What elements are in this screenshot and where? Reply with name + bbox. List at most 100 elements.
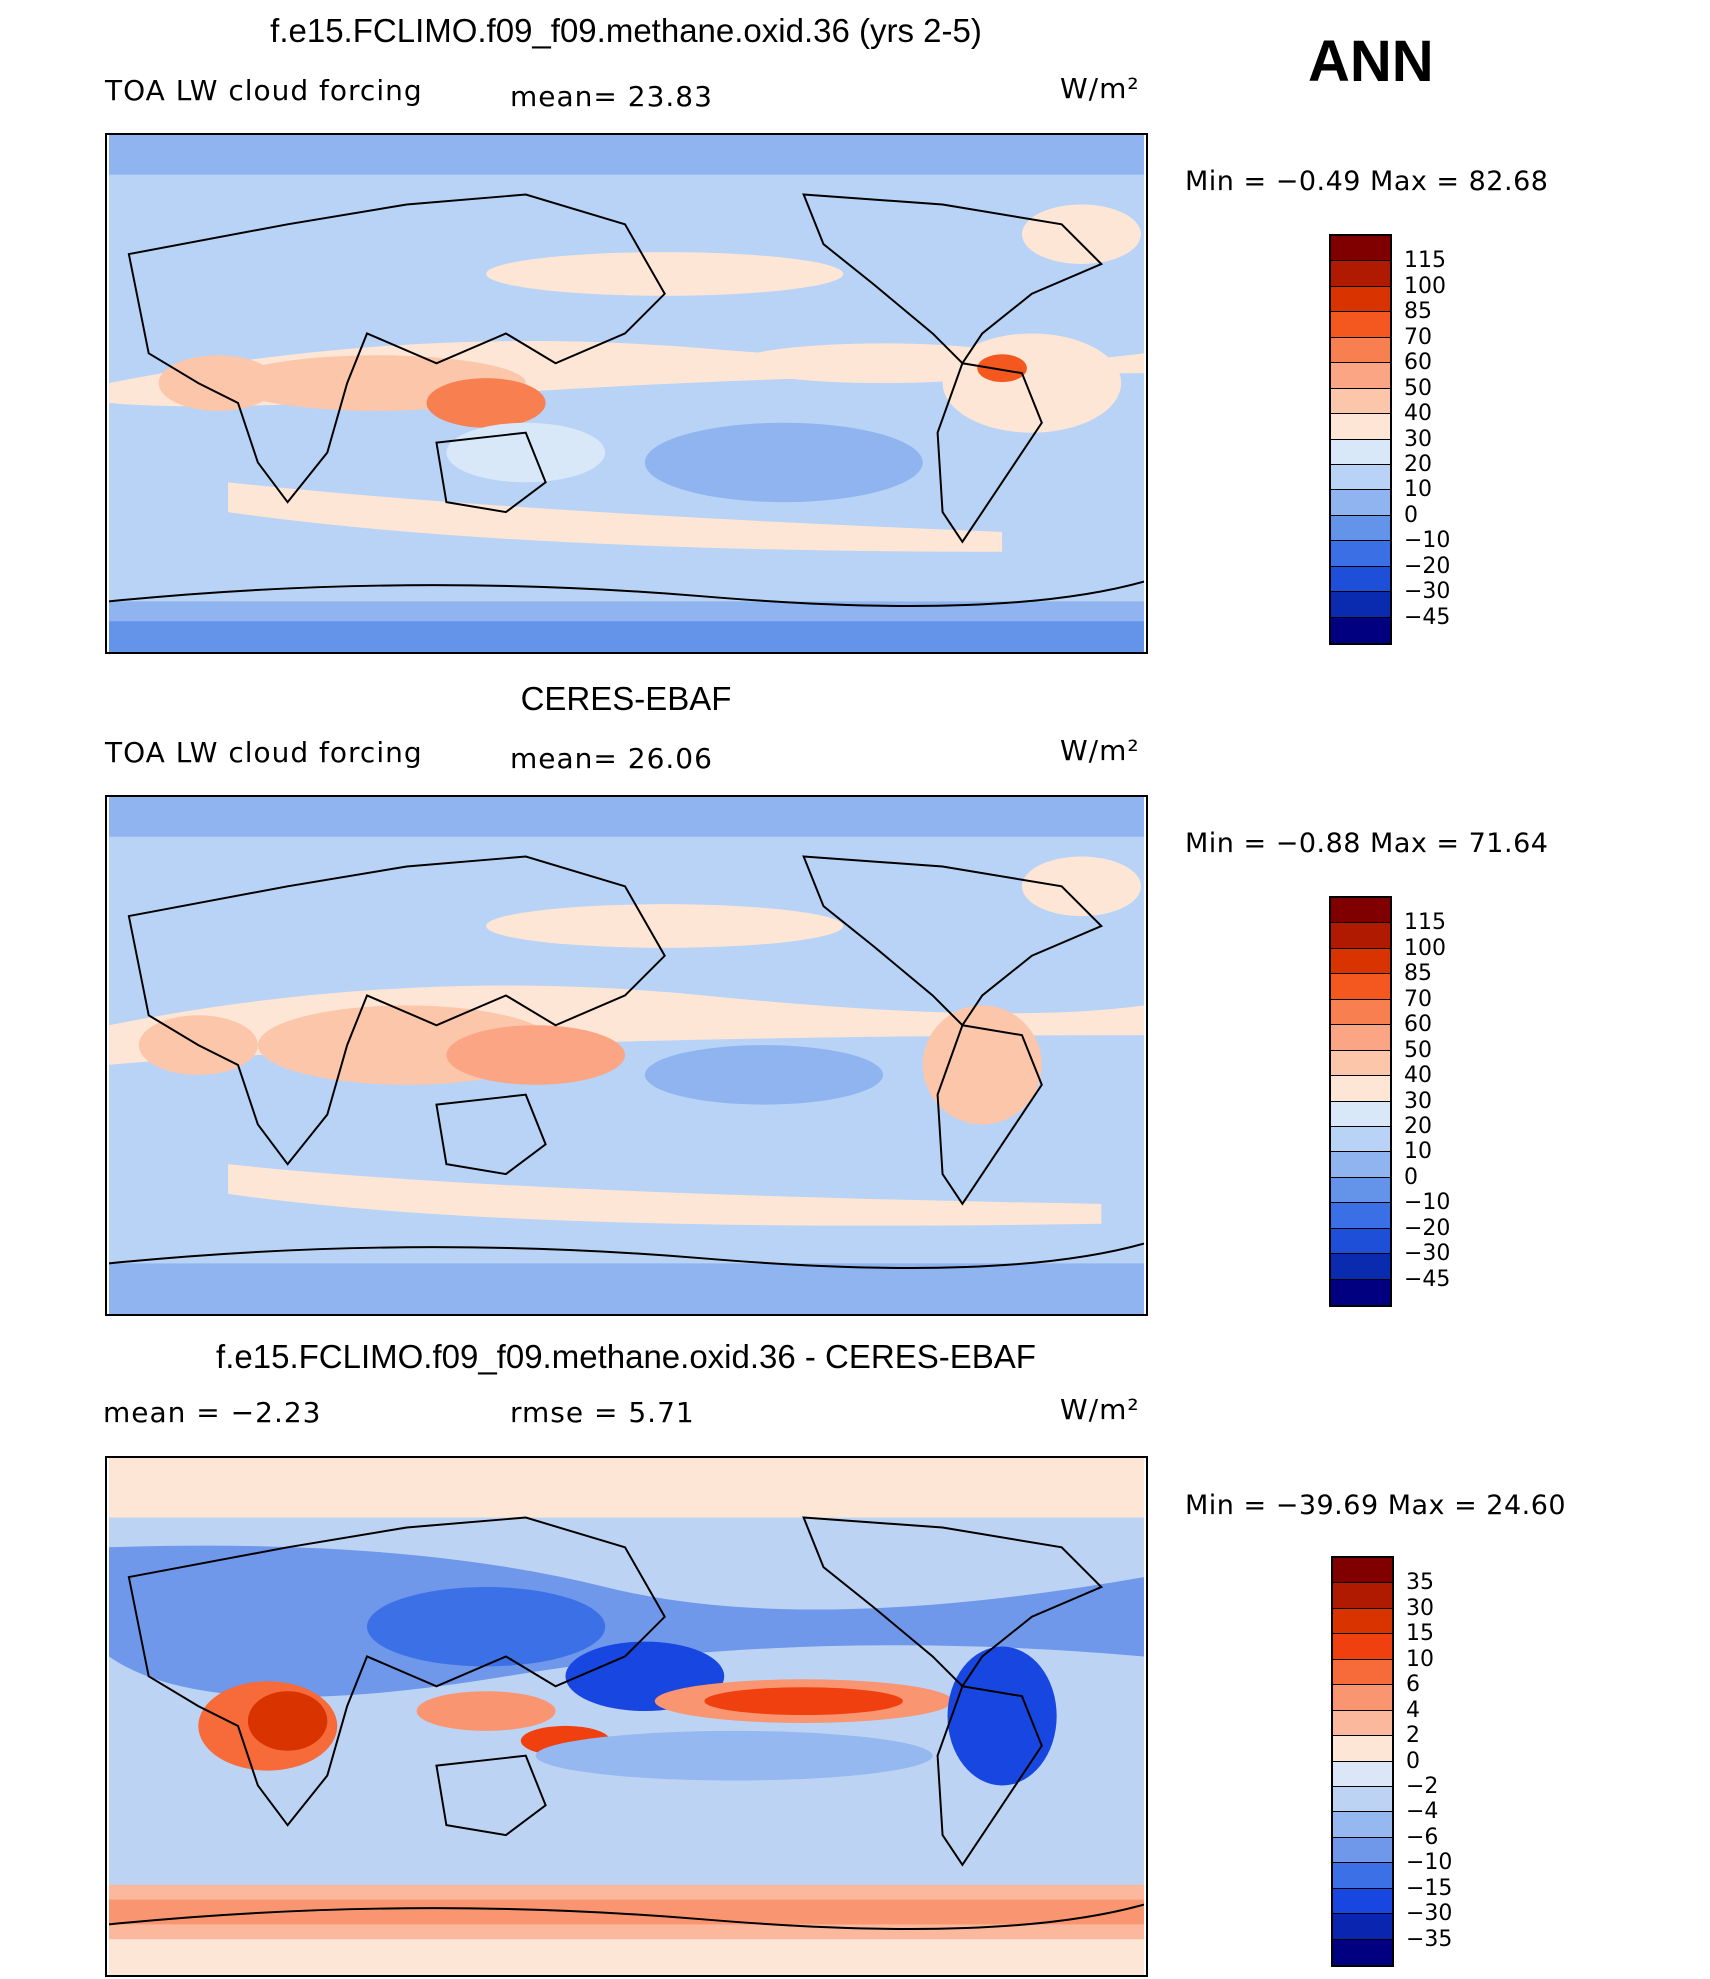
panel3-minmax: Min = −39.69 Max = 24.60 [1185,1490,1567,1521]
colorbar-tick-label: 115 [1404,910,1446,936]
colorbar-tick-label: −2 [1406,1773,1439,1799]
panel2-minmax: Min = −0.88 Max = 71.64 [1185,828,1549,859]
colorbar-swatch [1333,1888,1392,1915]
colorbar-tick-label: 10 [1404,1139,1432,1165]
panel2-variable: TOA LW cloud forcing [105,736,423,769]
colorbar-tick-label: 100 [1404,273,1446,299]
colorbar-tick-label: 15 [1406,1621,1434,1647]
colorbar-tick-label: 4 [1406,1697,1420,1723]
colorbar-swatch [1331,1228,1390,1255]
colorbar-tick-label: 30 [1406,1595,1434,1621]
colorbar-swatch [1331,1254,1390,1280]
colorbar-swatch [1331,999,1390,1026]
panel1-colorbar [1329,234,1392,645]
panel3-title: f.e15.FCLIMO.f09_f09.methane.oxid.36 - C… [216,1338,1036,1375]
colorbar-tick-label: −30 [1406,1901,1453,1927]
colorbar-swatch [1331,388,1390,415]
colorbar-tick-label: −35 [1406,1926,1453,1952]
colorbar-tick-label: 50 [1404,1037,1432,1063]
panel2-units: W/m² [1060,734,1140,767]
colorbar-swatch [1331,1126,1390,1153]
colorbar-swatch [1333,1812,1392,1838]
colorbar-swatch [1331,1101,1390,1127]
colorbar-swatch [1333,1939,1392,1965]
panel1-mean: mean= 23.83 [510,80,713,113]
colorbar-swatch [1331,261,1390,287]
colorbar-tick-label: 70 [1404,324,1432,350]
colorbar-swatch [1331,464,1390,491]
panel3-mean: mean = −2.23 [103,1396,322,1429]
colorbar-swatch [1331,1279,1390,1305]
colorbar-tick-label: −10 [1406,1850,1453,1876]
colorbar-swatch [1333,1710,1392,1737]
colorbar-tick-label: −20 [1404,553,1451,579]
panel3-rmse: rmse = 5.71 [510,1396,695,1429]
colorbar-tick-label: −6 [1406,1824,1439,1850]
panel3-units: W/m² [1060,1393,1140,1426]
colorbar-tick-label: −10 [1404,528,1451,554]
colorbar-swatch [1331,515,1390,542]
panel2-mean: mean= 26.06 [510,742,713,775]
colorbar-tick-label: −30 [1404,1241,1451,1267]
panel2-title: CERES-EBAF [520,680,732,717]
colorbar-swatch [1333,1659,1392,1686]
colorbar-tick-label: 100 [1404,935,1446,961]
colorbar-tick-label: −4 [1406,1799,1439,1825]
colorbar-tick-label: 30 [1404,1088,1432,1114]
panel1-variable: TOA LW cloud forcing [105,74,423,107]
panel2-map [105,795,1148,1316]
colorbar-tick-label: 10 [1404,477,1432,503]
colorbar-tick-label: 60 [1404,350,1432,376]
colorbar-swatch [1333,1786,1392,1813]
colorbar-tick-label: 0 [1406,1748,1420,1774]
colorbar-tick-label: −45 [1404,604,1451,630]
colorbar-swatch [1331,566,1390,593]
colorbar-swatch [1331,1203,1390,1229]
colorbar-swatch [1331,541,1390,567]
colorbar-tick-label: −15 [1406,1875,1453,1901]
panel1-minmax: Min = −0.49 Max = 82.68 [1185,166,1549,197]
colorbar-swatch [1333,1685,1392,1711]
colorbar-tick-label: 40 [1404,401,1432,427]
colorbar-tick-label: 50 [1404,375,1432,401]
colorbar-swatch [1331,923,1390,949]
colorbar-swatch [1331,974,1390,1000]
colorbar-tick-label: 115 [1404,248,1446,274]
colorbar-tick-label: 30 [1404,426,1432,452]
colorbar-swatch [1331,236,1390,262]
panel3-colorbar [1331,1556,1394,1967]
colorbar-swatch [1331,490,1390,516]
colorbar-swatch [1331,898,1390,924]
colorbar-swatch [1331,286,1390,313]
colorbar-swatch [1333,1736,1392,1762]
colorbar-tick-label: 0 [1404,502,1418,528]
colorbar-swatch [1331,1076,1390,1102]
panel2-colorbar [1329,896,1392,1307]
colorbar-swatch [1331,363,1390,389]
colorbar-tick-label: 35 [1406,1570,1434,1596]
colorbar-tick-label: −45 [1404,1266,1451,1292]
colorbar-tick-label: −20 [1404,1215,1451,1241]
colorbar-tick-label: 10 [1406,1646,1434,1672]
colorbar-swatch [1333,1608,1392,1635]
colorbar-tick-label: 0 [1404,1164,1418,1190]
colorbar-tick-label: 2 [1406,1723,1420,1749]
colorbar-tick-label: −10 [1404,1190,1451,1216]
colorbar-swatch [1331,312,1390,338]
colorbar-swatch [1331,1152,1390,1178]
panel3-map [105,1456,1148,1977]
colorbar-swatch [1333,1837,1392,1864]
colorbar-tick-label: 40 [1404,1063,1432,1089]
colorbar-swatch [1333,1583,1392,1609]
colorbar-swatch [1331,1025,1390,1051]
colorbar-tick-label: 20 [1404,451,1432,477]
panel1-map [105,133,1148,654]
colorbar-swatch [1331,414,1390,440]
colorbar-swatch [1331,617,1390,643]
colorbar-swatch [1333,1863,1392,1889]
colorbar-tick-label: 6 [1406,1672,1420,1698]
colorbar-swatch [1331,1050,1390,1077]
colorbar-tick-label: 85 [1404,299,1432,325]
colorbar-swatch [1331,439,1390,465]
colorbar-swatch [1333,1634,1392,1660]
